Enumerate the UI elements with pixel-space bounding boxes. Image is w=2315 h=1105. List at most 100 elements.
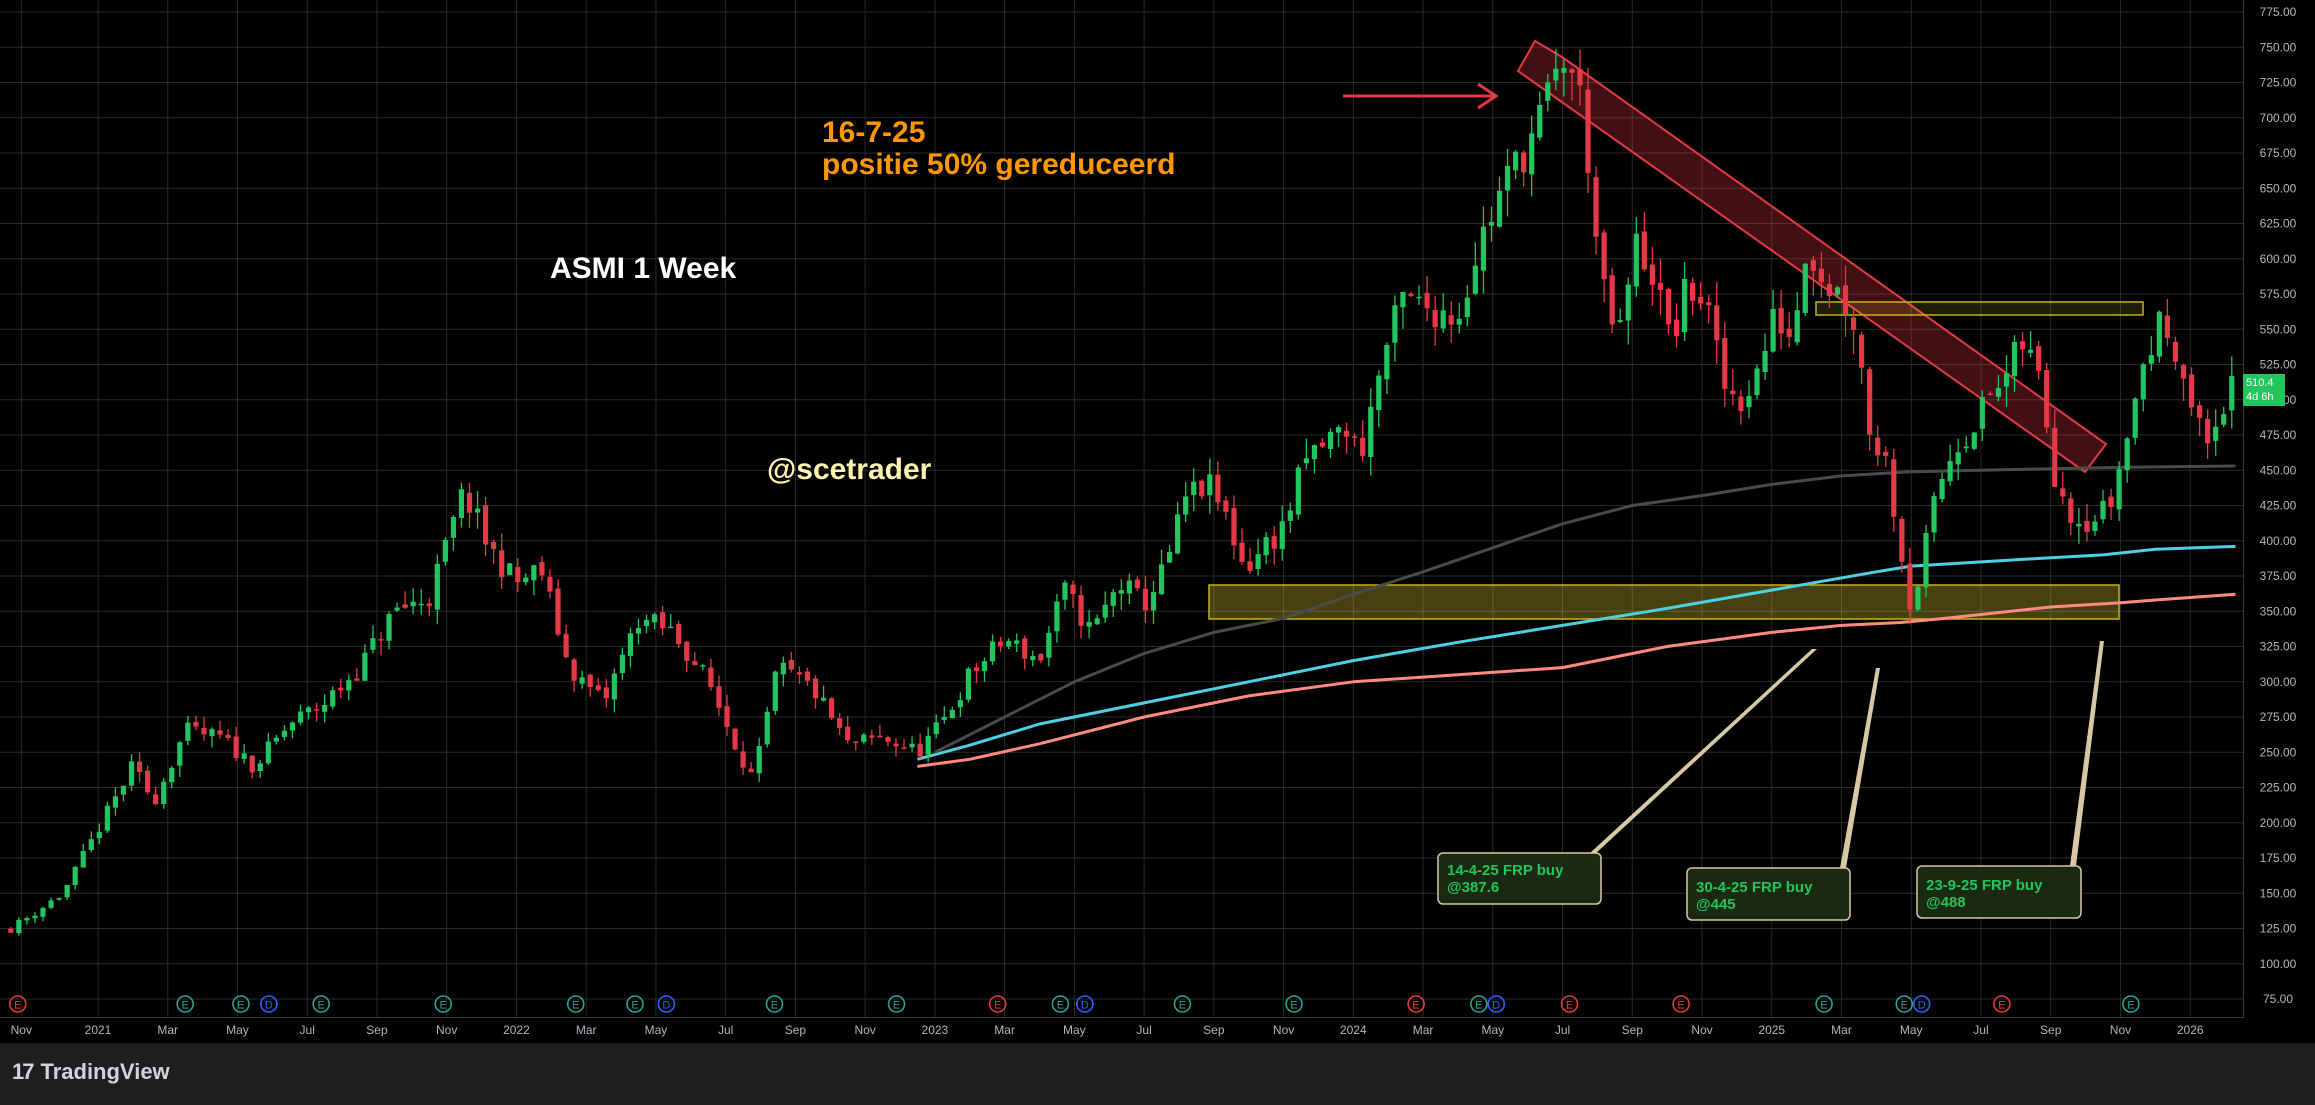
callout-pointers: [1590, 641, 2104, 868]
candle-body: [1295, 467, 1301, 515]
candle-body: [1979, 397, 1985, 429]
candle-body: [1883, 451, 1889, 456]
candle-body: [1730, 390, 1736, 395]
candle-body: [949, 709, 955, 719]
candle-body: [120, 785, 127, 795]
y-tick-label: 550.00: [2260, 322, 2297, 336]
x-tick-label: 2021: [85, 1023, 112, 1037]
svg-text:E: E: [572, 1000, 579, 1012]
candle-body: [1480, 226, 1487, 271]
candle-body: [1681, 278, 1688, 333]
candle-body: [764, 711, 770, 745]
candle-body: [981, 661, 988, 672]
callout-1-line1: 14-4-25 FRP buy: [1447, 862, 1564, 879]
earnings-marker[interactable]: E: [1815, 995, 1833, 1013]
y-tick-label: 650.00: [2260, 181, 2297, 195]
earnings-marker[interactable]: E: [566, 995, 585, 1013]
x-tick-label: 2025: [1758, 1023, 1785, 1037]
earnings-marker[interactable]: E: [1560, 995, 1579, 1013]
time-axis[interactable]: Nov 2021 Mar May Jul Sep Nov 2022 Mar May Jul Sep No…: [11, 1023, 2204, 1037]
candle-body: [2036, 346, 2042, 371]
earnings-marker[interactable]: E: [1407, 995, 1425, 1013]
candle-body: [56, 897, 62, 900]
candle-body: [1891, 459, 1897, 517]
earnings-marker[interactable]: E: [1895, 995, 1914, 1013]
earnings-marker[interactable]: E: [988, 995, 1007, 1013]
svg-text:E: E: [1290, 1000, 1297, 1012]
candle-body: [1649, 264, 1655, 285]
earnings-marker[interactable]: E: [1285, 995, 1303, 1013]
candle-body: [1545, 82, 1551, 101]
candle-body: [1287, 510, 1293, 521]
resistance-channel: [1516, 39, 2108, 474]
candle-body: [1327, 431, 1334, 449]
dividend-marker[interactable]: D: [657, 995, 676, 1013]
candle-body: [997, 641, 1004, 646]
candle-body: [1810, 260, 1816, 271]
candle-body: [410, 601, 416, 607]
dividend-marker[interactable]: D: [260, 995, 278, 1013]
x-tick-label: Jul: [1973, 1023, 1988, 1037]
dividend-marker[interactable]: D: [1487, 995, 1506, 1013]
earnings-marker[interactable]: E: [887, 995, 906, 1013]
candle-body: [305, 707, 312, 713]
candle-body: [1183, 496, 1189, 515]
candle-body: [1786, 328, 1792, 337]
y-tick-label: 250.00: [2260, 745, 2297, 759]
dividend-marker[interactable]: D: [1076, 995, 1094, 1013]
svg-text:E: E: [317, 1000, 324, 1012]
moving-average-line: [917, 544, 2236, 761]
candle-body: [989, 641, 996, 662]
x-tick-label: Nov: [854, 1023, 875, 1037]
y-tick-label: 200.00: [2260, 816, 2297, 830]
candle-body: [1915, 586, 1921, 610]
candle-body: [627, 633, 634, 657]
x-tick-label: May: [645, 1023, 668, 1037]
earnings-marker[interactable]: E: [232, 995, 250, 1013]
candle-body: [748, 768, 754, 773]
candle-body: [1488, 221, 1495, 226]
earnings-marker[interactable]: E: [1051, 995, 1070, 1013]
candle-body: [2221, 414, 2227, 425]
x-tick-label: Mar: [1831, 1023, 1852, 1037]
x-tick-label: May: [1063, 1023, 1086, 1037]
candle-body: [1102, 604, 1108, 618]
candle-body: [1657, 282, 1664, 290]
candle-body: [595, 685, 601, 691]
candle-body: [136, 761, 143, 772]
x-tick-label: Jul: [300, 1023, 315, 1037]
candle-body: [402, 604, 408, 608]
earnings-marker[interactable]: E: [1173, 995, 1192, 1013]
earnings-marker[interactable]: E: [1993, 995, 2011, 1013]
x-tick-label: 2026: [2177, 1023, 2204, 1037]
dividend-marker[interactable]: D: [1912, 995, 1931, 1013]
candle-body: [273, 737, 279, 742]
candle-body: [1875, 437, 1881, 456]
earnings-marker[interactable]: E: [765, 995, 784, 1013]
earnings-marker[interactable]: E: [176, 995, 194, 1013]
tradingview-logo[interactable]: 17 TradingView: [12, 1059, 170, 1085]
moving-average-lines: [917, 464, 2236, 768]
earnings-marker[interactable]: E: [312, 995, 330, 1013]
y-tick-label: 725.00: [2260, 76, 2297, 90]
earnings-marker[interactable]: E: [626, 995, 644, 1013]
earnings-marker[interactable]: E: [1672, 995, 1690, 1013]
candle-body: [1054, 601, 1060, 632]
x-tick-label: May: [226, 1023, 249, 1037]
candle-body: [780, 662, 786, 675]
earnings-marker[interactable]: E: [8, 995, 27, 1013]
candle-body: [1601, 232, 1607, 280]
tradingview-brand: TradingView: [40, 1059, 170, 1084]
candle-body: [869, 735, 875, 738]
candle-body: [434, 563, 440, 610]
candle-body: [2019, 341, 2026, 350]
candle-body: [1046, 632, 1052, 658]
price-axis[interactable]: 775.00 750.00 725.00 700.00 675.00 650.00 625.…: [2260, 5, 2297, 1006]
candle-body: [1352, 436, 1358, 438]
earnings-marker[interactable]: E: [1470, 995, 1488, 1013]
earnings-marker[interactable]: E: [434, 995, 453, 1013]
candle-body: [297, 711, 304, 723]
earnings-marker[interactable]: E: [2122, 995, 2140, 1013]
candle-body: [370, 638, 376, 650]
